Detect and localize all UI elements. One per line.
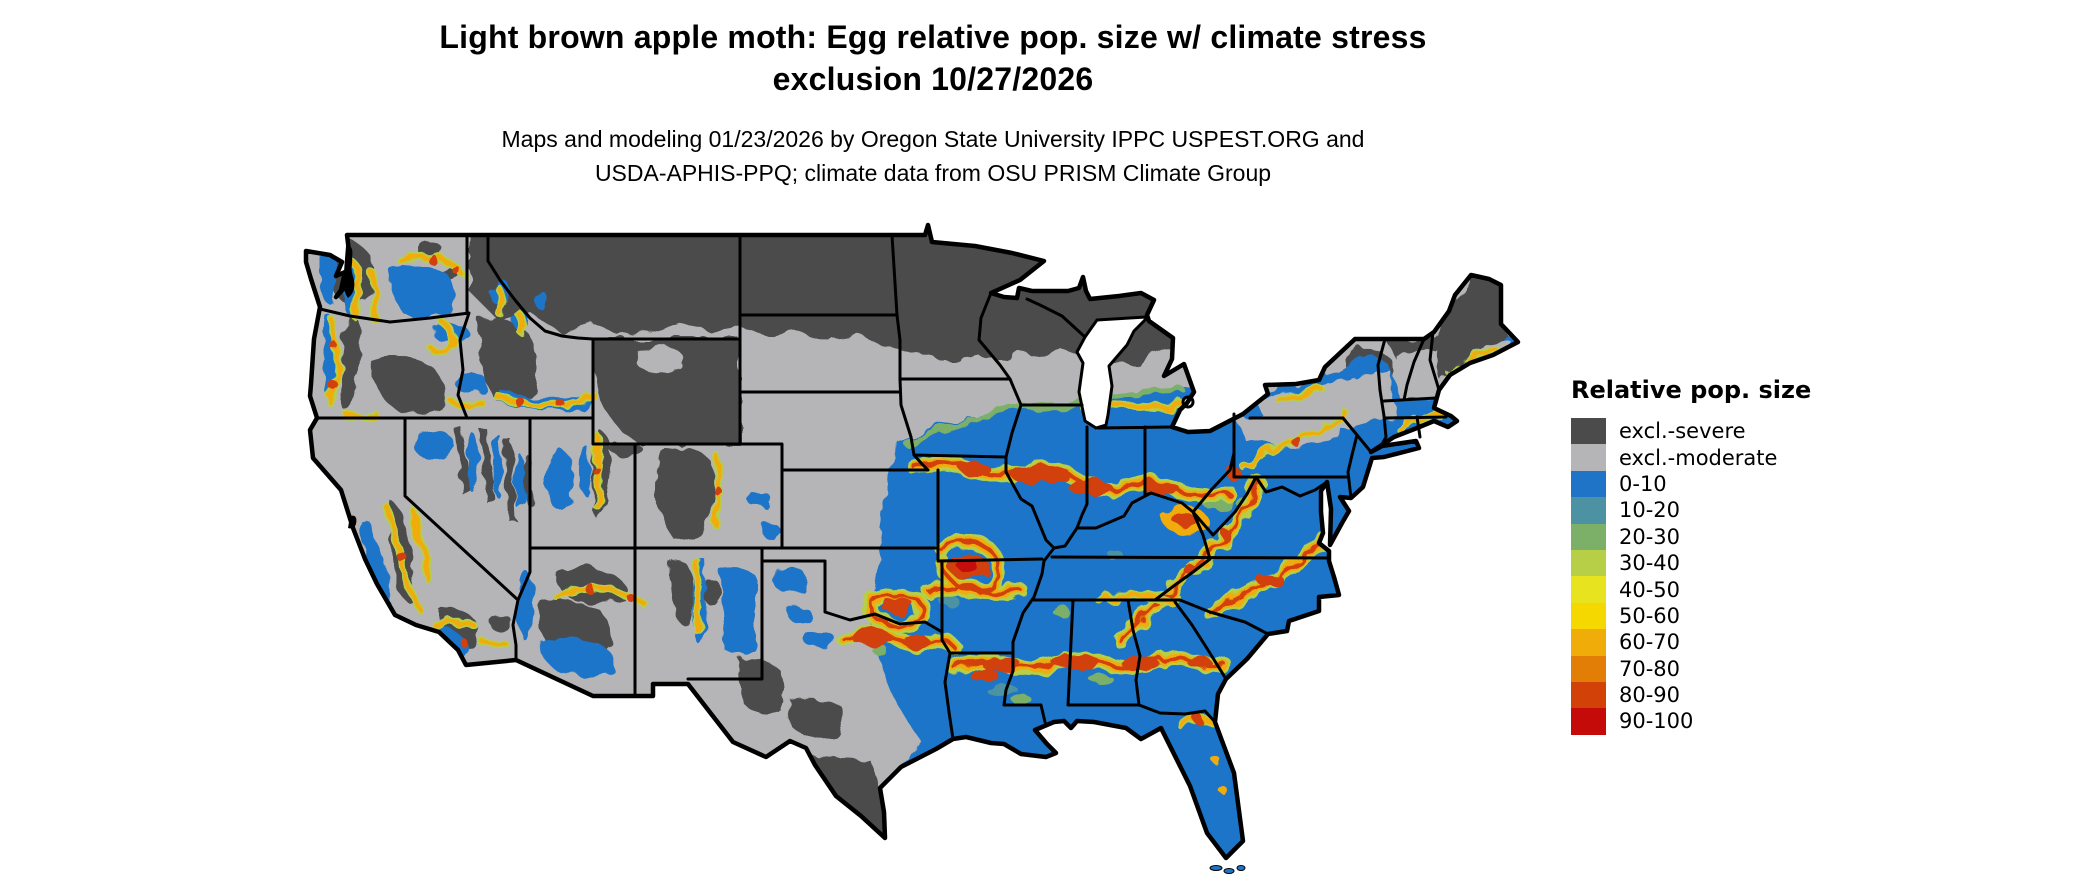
legend-swatch [1571, 629, 1606, 656]
state-borders [315, 233, 1448, 741]
subtitle-line-2: USDA-APHIS-PPQ; climate data from OSU PR… [594, 160, 1272, 186]
legend-swatch [1571, 497, 1606, 524]
legend-item: 80-90 [1571, 681, 1991, 709]
raster-zones [306, 225, 1518, 858]
legend-swatch [1571, 602, 1606, 630]
legend-label: 60-70 [1619, 630, 1681, 655]
legend: Relative pop. size excl.-severe excl.-mo… [1571, 376, 1991, 735]
legend-label: 30-40 [1619, 551, 1681, 576]
legend-item: 90-100 [1571, 708, 1991, 735]
legend-item: 10-20 [1571, 497, 1991, 524]
conus-outline [303, 222, 1521, 861]
title-line-2: exclusion 10/27/2026 [772, 61, 1094, 97]
subtitle: Maps and modeling 01/23/2026 by Oregon S… [0, 122, 1866, 190]
legend-swatch [1571, 418, 1606, 445]
san-francisco-bay [348, 515, 357, 529]
legend-label: 90-100 [1619, 709, 1694, 734]
legend-swatch [1571, 470, 1606, 498]
legend-swatch [1571, 681, 1606, 709]
legend-label: excl.-moderate [1619, 445, 1778, 470]
legend-swatch [1571, 655, 1606, 682]
legend-swatch [1571, 523, 1606, 550]
legend-label: 80-90 [1619, 683, 1681, 708]
title-line-1: Light brown apple moth: Egg relative pop… [439, 19, 1427, 55]
legend-item: 0-10 [1571, 470, 1991, 498]
zone-high-risk-bands [328, 253, 1496, 794]
legend-item: excl.-severe [1571, 418, 1991, 445]
legend-label: 70-80 [1619, 656, 1681, 681]
map-area [280, 213, 1560, 892]
legend-label: 50-60 [1619, 603, 1681, 628]
legend-label: 0-10 [1619, 471, 1667, 496]
legend-title: Relative pop. size [1571, 376, 1812, 404]
us-risk-map [303, 222, 1521, 874]
legend-label: 10-20 [1619, 498, 1681, 523]
legend-item: 20-30 [1571, 523, 1991, 550]
page-title: Light brown apple moth: Egg relative pop… [0, 16, 1866, 100]
legend-item: excl.-moderate [1571, 444, 1991, 471]
legend-label: 20-30 [1619, 524, 1681, 549]
legend-swatch [1571, 708, 1606, 735]
legend-items: excl.-severe excl.-moderate 0-10 10-20 2… [1571, 418, 1991, 735]
legend-item: 40-50 [1571, 576, 1991, 603]
zone-moderate-patches [540, 333, 1512, 448]
legend-label: 40-50 [1619, 577, 1681, 602]
legend-item: 60-70 [1571, 629, 1991, 656]
legend-item: 70-80 [1571, 655, 1991, 682]
puget-sound [343, 245, 355, 298]
legend-item: 30-40 [1571, 549, 1991, 577]
legend-swatch [1571, 549, 1606, 577]
legend-swatch [1571, 444, 1606, 471]
legend-item: 50-60 [1571, 602, 1991, 630]
florida-keys [1209, 865, 1246, 874]
subtitle-line-1: Maps and modeling 01/23/2026 by Oregon S… [501, 126, 1365, 152]
legend-swatch [1571, 576, 1606, 603]
legend-label: excl.-severe [1619, 419, 1746, 444]
